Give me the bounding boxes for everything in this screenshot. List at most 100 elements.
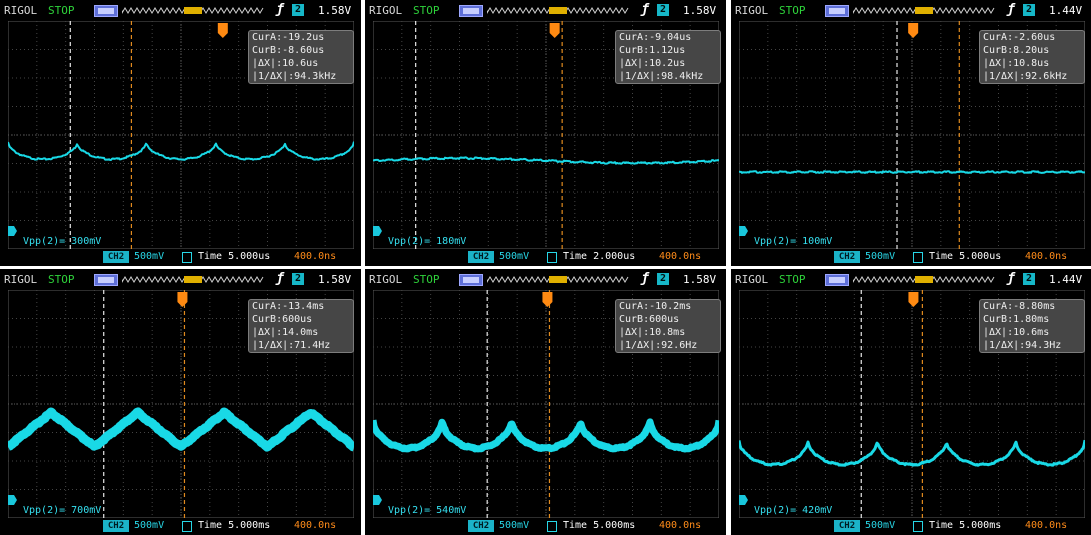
volts-per-div: 500mV	[499, 251, 530, 262]
oscilloscope-screen: RIGOL STOP ƒ 2 1.58V CurA:-13.4ms CurB:600us |Δ…	[0, 269, 361, 535]
cursor-readout-panel: CurA:-13.4ms CurB:600us |ΔX|:14.0ms |1/ΔX|:…	[248, 299, 354, 353]
trigger-position-marker	[177, 292, 188, 307]
channel-badge: CH2	[103, 251, 129, 263]
delta-x-readout: |ΔX|:10.6ms	[983, 327, 1050, 338]
channel-2-ground-marker	[739, 226, 748, 236]
trigger-edge-icon: ƒ	[641, 2, 649, 17]
inv-delta-x-readout: |1/ΔX|:92.6kHz	[983, 71, 1068, 82]
bottom-status-bar: CH2 500mV Time 2.000us 400.0ns	[365, 249, 726, 266]
inv-delta-x-readout: |1/ΔX|:94.3Hz	[983, 340, 1062, 351]
brand-label: RIGOL	[369, 273, 403, 286]
inv-delta-x-readout: |1/ΔX|:94.3kHz	[252, 71, 337, 82]
run-status: STOP	[48, 4, 75, 17]
memory-window-marker	[184, 276, 202, 283]
bandwidth-limit-icon	[182, 521, 192, 532]
trigger-level: 1.44V	[1049, 273, 1083, 286]
volts-per-div: 500mV	[134, 251, 165, 262]
oscilloscope-screen: RIGOL STOP ƒ 2 1.58V CurA:-9.04us CurB:1.12us |…	[365, 0, 726, 266]
top-status-bar: RIGOL STOP ƒ 2 1.44V	[731, 0, 1091, 20]
memory-icon	[94, 274, 118, 286]
trigger-edge-icon: ƒ	[1007, 271, 1015, 286]
trigger-level: 1.58V	[683, 273, 717, 286]
brand-label: RIGOL	[4, 273, 38, 286]
cursor-a-readout: CurA:-19.2us	[252, 32, 325, 43]
cursor-b-readout: CurB:8.20us	[983, 45, 1050, 56]
channel-badge: CH2	[468, 520, 494, 532]
delta-x-readout: |ΔX|:10.8ms	[619, 327, 686, 338]
trigger-position-marker	[549, 23, 560, 38]
bottom-status-bar: CH2 500mV Time 5.000ms 400.0ns	[0, 518, 361, 535]
channel-badge: CH2	[834, 520, 860, 532]
volts-per-div: 500mV	[134, 520, 165, 531]
memory-window-marker	[915, 276, 933, 283]
memory-icon	[459, 5, 483, 17]
memory-depth-bar	[122, 276, 264, 283]
trigger-offset: 400.0ns	[659, 251, 702, 262]
vpp-measurement: Vpp(2)= 700mV	[23, 505, 102, 516]
bottom-status-bar: CH2 500mV Time 5.000us 400.0ns	[0, 249, 361, 266]
bandwidth-limit-icon	[182, 252, 192, 263]
trigger-offset: 400.0ns	[1025, 251, 1068, 262]
bottom-status-bar: CH2 500mV Time 5.000us 400.0ns	[731, 249, 1091, 266]
memory-depth-bar	[853, 7, 995, 14]
cursor-a-readout: CurA:-9.04us	[619, 32, 692, 43]
channel-2-trace	[373, 156, 719, 165]
run-status: STOP	[779, 4, 806, 17]
cursor-readout-panel: CurA:-8.80ms CurB:1.80ms |ΔX|:10.6ms |1/ΔX|…	[979, 299, 1085, 353]
trigger-edge-icon: ƒ	[276, 271, 284, 286]
top-status-bar: RIGOL STOP ƒ 2 1.44V	[731, 269, 1091, 289]
channel-2-trace	[8, 141, 354, 161]
brand-label: RIGOL	[735, 273, 769, 286]
memory-window-marker	[549, 7, 567, 14]
brand-label: RIGOL	[4, 4, 38, 17]
channel-2-ground-marker	[739, 495, 748, 505]
volts-per-div: 500mV	[865, 520, 896, 531]
bottom-status-bar: CH2 500mV Time 5.000ms 400.0ns	[365, 518, 726, 535]
trigger-position-marker	[908, 292, 919, 307]
channel-2-ground-marker	[373, 495, 382, 505]
run-status: STOP	[413, 4, 440, 17]
trigger-source-icon: 2	[292, 4, 304, 16]
memory-depth-bar	[122, 7, 264, 14]
memory-icon	[94, 5, 118, 17]
delta-x-readout: |ΔX|:14.0ms	[252, 327, 319, 338]
delta-x-readout: |ΔX|:10.6us	[252, 58, 319, 69]
memory-depth-bar	[853, 276, 995, 283]
vpp-measurement: Vpp(2)= 180mV	[388, 236, 467, 247]
memory-window-marker	[549, 276, 567, 283]
cursor-readout-panel: CurA:-10.2ms CurB:600us |ΔX|:10.8ms |1/ΔX|:…	[615, 299, 721, 353]
memory-window-marker	[915, 7, 933, 14]
channel-2-trace	[373, 418, 719, 453]
cursor-b-readout: CurB:600us	[619, 314, 680, 325]
waveform-plot	[8, 21, 354, 249]
timebase-readout: Time 5.000ms	[198, 520, 271, 531]
timebase-readout: Time 5.000ms	[563, 520, 636, 531]
vpp-measurement: Vpp(2)= 420mV	[754, 505, 833, 516]
channel-badge: CH2	[103, 520, 129, 532]
trigger-edge-icon: ƒ	[641, 271, 649, 286]
top-status-bar: RIGOL STOP ƒ 2 1.58V	[0, 269, 361, 289]
cursor-a-readout: CurA:-2.60us	[983, 32, 1056, 43]
trigger-source-icon: 2	[1023, 273, 1035, 285]
run-status: STOP	[48, 273, 75, 286]
oscilloscope-screen: RIGOL STOP ƒ 2 1.58V CurA:-19.2us CurB:-8.60us…	[0, 0, 361, 266]
cursor-a-readout: CurA:-13.4ms	[252, 301, 325, 312]
trigger-edge-icon: ƒ	[276, 2, 284, 17]
timebase-readout: Time 5.000us	[929, 251, 1002, 262]
channel-badge: CH2	[834, 251, 860, 263]
memory-window-marker	[184, 7, 202, 14]
trigger-edge-icon: ƒ	[1007, 2, 1015, 17]
memory-icon	[825, 274, 849, 286]
trigger-source-icon: 2	[657, 273, 669, 285]
cursor-readout-panel: CurA:-2.60us CurB:8.20us |ΔX|:10.8us |1/ΔX|…	[979, 30, 1085, 84]
bandwidth-limit-icon	[547, 521, 557, 532]
trigger-offset: 400.0ns	[294, 520, 337, 531]
oscilloscope-screen: RIGOL STOP ƒ 2 1.44V CurA:-8.80ms CurB:1.80ms |…	[731, 269, 1091, 535]
trigger-level: 1.58V	[683, 4, 717, 17]
trigger-level: 1.58V	[318, 273, 352, 286]
run-status: STOP	[779, 273, 806, 286]
brand-label: RIGOL	[735, 4, 769, 17]
vpp-measurement: Vpp(2)= 540mV	[388, 505, 467, 516]
oscilloscope-screen: RIGOL STOP ƒ 2 1.58V CurA:-10.2ms CurB:600us |Δ…	[365, 269, 726, 535]
channel-2-ground-marker	[8, 226, 17, 236]
